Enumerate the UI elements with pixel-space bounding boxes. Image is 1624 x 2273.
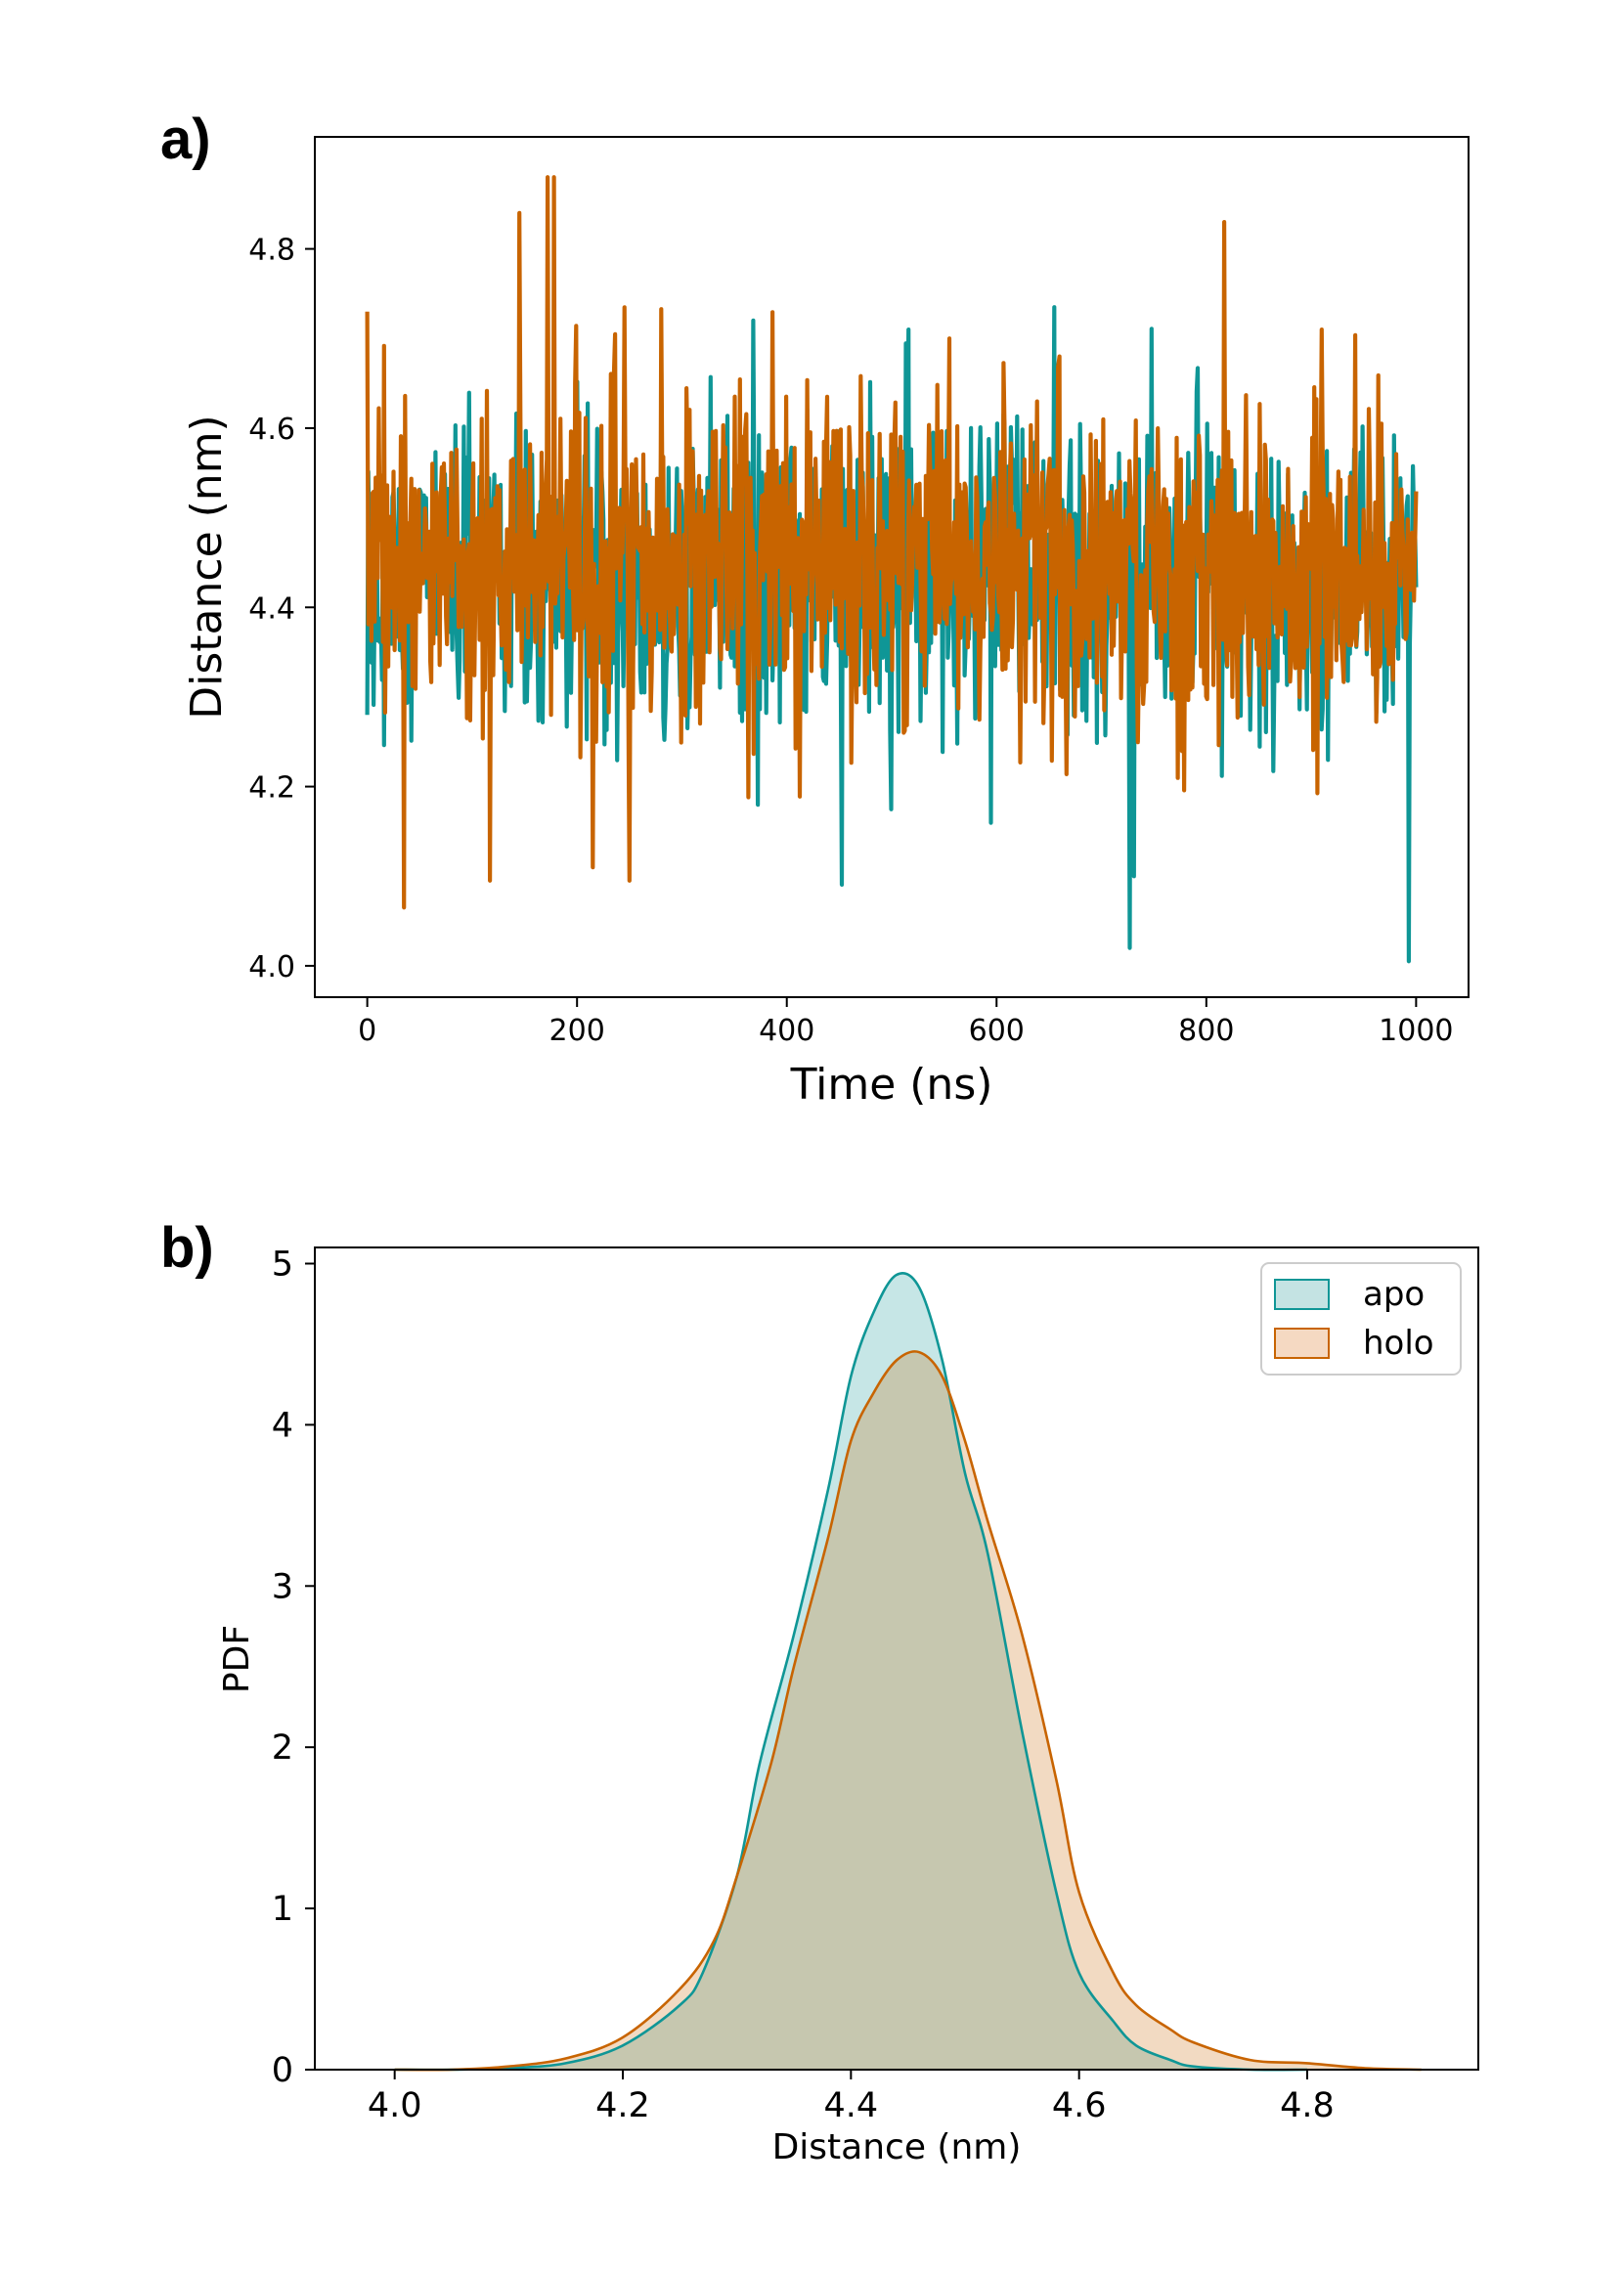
panel-b-y-tick-label: 2	[272, 1728, 293, 1768]
panel-a-y-tick-label: 4.6	[248, 413, 295, 447]
panel-b-y-tick-label: 3	[272, 1567, 293, 1606]
panel-a-axes-frame	[314, 136, 1470, 998]
panel-a-time-series: a) 0 200 400 600 800 1000 4.0 4.2 4.4 4.6 4.8 Tim…	[160, 108, 1470, 1110]
panel-b-x-tick-label: 4.6	[1052, 2086, 1107, 2125]
panel-b-x-axis-label: Distance (nm)	[772, 2127, 1022, 2167]
panel-a-series-holo	[365, 175, 1419, 910]
panel-b-x-tick-label: 4.0	[368, 2086, 422, 2125]
panel-b-label: b)	[160, 1216, 214, 1280]
panel-b-y-tick-label: 5	[272, 1245, 293, 1284]
panel-a-label: a)	[160, 108, 211, 171]
panel-b-y-axis-label: PDF	[217, 1625, 257, 1693]
panel-b-density-areas	[394, 1271, 1422, 2072]
panel-a-x-tick-label: 200	[549, 1014, 605, 1048]
panel-a-y-axis-label: Distance (nm)	[182, 415, 232, 719]
panel-b-x-ticks: 4.0 4.2 4.4 4.6 4.8	[368, 2070, 1335, 2125]
panel-b-x-tick-label: 4.8	[1280, 2086, 1335, 2125]
legend-label-holo: holo	[1363, 1324, 1434, 1363]
panel-a-y-tick-label: 4.8	[248, 234, 295, 268]
panel-b-area-holo	[394, 1351, 1422, 2071]
panel-b-y-ticks: 0 1 2 3 4 5	[272, 1245, 315, 2090]
panel-a-x-ticks: 0 200 400 600 800 1000	[358, 997, 1454, 1048]
panel-a-y-ticks: 4.0 4.2 4.4 4.6 4.8	[248, 234, 315, 984]
panel-a-traces	[365, 175, 1419, 964]
panel-b-x-tick-label: 4.4	[823, 2086, 878, 2125]
panel-b-y-tick-label: 1	[272, 1890, 293, 1929]
panel-a-x-tick-label: 600	[969, 1014, 1025, 1048]
panel-b-curve-apo	[394, 1271, 1308, 2072]
panel-b-axes-frame	[314, 1246, 1479, 2071]
panel-b-x-tick-label: 4.2	[595, 2086, 650, 2125]
legend-swatch-apo	[1274, 1279, 1330, 1310]
legend-swatch-holo	[1274, 1328, 1330, 1359]
panel-b-legend: apo holo	[1260, 1262, 1462, 1376]
legend-label-apo: apo	[1363, 1275, 1425, 1314]
panel-a-x-tick-label: 0	[358, 1014, 376, 1048]
panel-a-x-tick-label: 1000	[1379, 1014, 1453, 1048]
panel-a-y-tick-label: 4.4	[248, 591, 295, 626]
panel-a-x-tick-label: 400	[759, 1014, 814, 1048]
panel-a-x-axis-label: Time (ns)	[790, 1060, 993, 1110]
panel-b-y-tick-label: 0	[272, 2051, 293, 2090]
panel-b-y-tick-label: 4	[272, 1406, 293, 1445]
panel-a-y-tick-label: 4.0	[248, 950, 295, 984]
panel-a-y-tick-label: 4.2	[248, 771, 295, 806]
panel-b-curve-holo	[394, 1350, 1422, 2072]
panel-a-x-tick-label: 800	[1178, 1014, 1234, 1048]
panel-b-area-apo	[394, 1273, 1307, 2071]
